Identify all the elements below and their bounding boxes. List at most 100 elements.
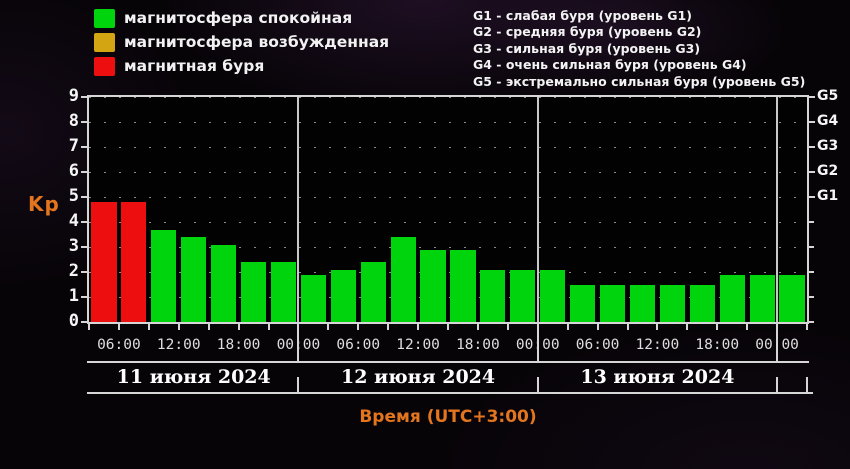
x-tick (806, 324, 808, 330)
kp-bar (570, 284, 596, 322)
legend-label-quiet: магнитосфера спокойная (124, 9, 353, 27)
x-tick (746, 324, 749, 330)
x-tick (117, 324, 120, 330)
y-tick-left (81, 321, 87, 323)
y-tick-right (809, 96, 815, 98)
g-level-label-g5: G5 (817, 88, 839, 104)
y-tick-right (809, 196, 815, 198)
x-tick-label-time: 18:00 (216, 337, 261, 353)
y-tick-left (81, 146, 87, 148)
date-bracket-boundary-tick (806, 377, 808, 392)
kp-bar (390, 237, 416, 322)
kp-bar (330, 269, 356, 322)
legend-item-quiet: магнитосфера спокойная (94, 6, 389, 30)
y-tick-label-4: 4 (68, 211, 79, 231)
date-bracket-boundary-tick (297, 377, 300, 392)
kp-bar (420, 249, 446, 322)
kp-bar (121, 202, 147, 322)
y-tick-label-6: 6 (68, 161, 79, 181)
kp-bar (629, 284, 655, 322)
x-tick-label-time: 06:00 (336, 337, 381, 353)
legend-label-unsettled: магнитосфера возбужденная (124, 33, 390, 51)
x-tick (506, 324, 509, 330)
x-tick (147, 324, 150, 330)
kp-bar (211, 244, 237, 322)
y-tick-right (809, 221, 814, 223)
x-tick-label-time: 12:00 (635, 337, 680, 353)
x-tick (596, 324, 599, 330)
y-tick-right (809, 321, 814, 323)
x-axis-title: Время (UTC+3:00) (359, 407, 537, 427)
x-tick (327, 324, 330, 330)
y-axis-title-kp: Kp (28, 192, 60, 216)
y-tick-label-8: 8 (68, 111, 79, 131)
gridline-kp-3 (89, 247, 807, 248)
g-level-label-g1: G1 (817, 188, 839, 204)
gridline-kp-4 (89, 222, 807, 223)
y-tick-left (81, 271, 87, 273)
y-tick-label-5: 5 (68, 186, 79, 206)
kp-bar (779, 274, 805, 322)
y-tick-left (81, 221, 87, 223)
date-bracket-boundary-tick (776, 377, 779, 392)
x-tick-label-time: 18:00 (695, 337, 740, 353)
gridline-kp-5 (89, 197, 807, 198)
x-tick (357, 324, 360, 330)
y-tick-left (81, 96, 87, 98)
gridline-kp-7 (89, 147, 807, 148)
kp-bar (240, 262, 267, 322)
storm-levels-legend: G1 - слабая буря (уровень G1) G2 - средня… (473, 8, 805, 90)
day-boundary-tick (776, 324, 779, 362)
x-tick (177, 324, 180, 330)
day-divider-line (776, 97, 779, 322)
gridline-kp-6 (89, 172, 807, 173)
y-tick-label-3: 3 (68, 236, 79, 256)
x-tick-label-time: 18:00 (456, 337, 500, 353)
storm-level-line-g2: G2 - средняя буря (уровень G2) (473, 24, 702, 40)
kp-bar (151, 229, 177, 322)
legend-item-storm: магнитная буря (94, 54, 389, 78)
x-tick (417, 324, 420, 330)
kp-bar (689, 284, 715, 322)
date-label-day-2: 12 июня 2024 (341, 366, 496, 388)
kp-bar (510, 269, 536, 322)
kp-bar (450, 249, 476, 322)
y-tick-right (809, 271, 814, 273)
y-tick-left (81, 171, 87, 173)
storm-level-line-g4: G4 - очень сильная буря (уровень G4) (473, 57, 747, 73)
y-tick-right (809, 246, 814, 248)
date-bracket-bottom-line (87, 392, 813, 394)
y-tick-label-2: 2 (68, 261, 79, 281)
x-tick-label-time: 12:00 (156, 337, 201, 353)
x-tick (626, 324, 629, 330)
x-tick (237, 324, 240, 330)
gridline-kp-8 (89, 122, 807, 123)
x-tick-label-time: 06:00 (97, 337, 141, 353)
x-tick-label-time: 12:00 (396, 337, 440, 353)
y-tick-label-0: 0 (68, 311, 79, 331)
y-tick-label-1: 1 (68, 286, 79, 306)
day-boundary-tick (297, 324, 300, 362)
g-level-label-g3: G3 (817, 138, 839, 154)
y-tick-left (81, 296, 87, 298)
x-tick (447, 324, 449, 330)
kp-bar (181, 237, 207, 322)
x-tick (207, 324, 210, 330)
kp-bar (480, 269, 506, 322)
kp-bar (540, 269, 566, 322)
kp-bar (599, 284, 626, 322)
x-tick (716, 324, 719, 330)
y-tick-left (81, 121, 87, 123)
legend-swatch-storm (94, 56, 115, 76)
y-tick-label-9: 9 (68, 86, 79, 106)
y-tick-right (809, 121, 815, 123)
storm-level-line-g5: G5 - экстремально сильная буря (уровень … (473, 73, 806, 89)
gridline-kp-9 (89, 97, 807, 98)
y-tick-left (81, 246, 87, 248)
gridline-kp-1 (89, 297, 807, 298)
day-divider-line (536, 97, 539, 322)
kp-bar-chart-plot-area (87, 95, 809, 324)
storm-level-line-g1: G1 - слабая буря (уровень G1) (473, 8, 692, 23)
y-tick-right (809, 146, 815, 148)
